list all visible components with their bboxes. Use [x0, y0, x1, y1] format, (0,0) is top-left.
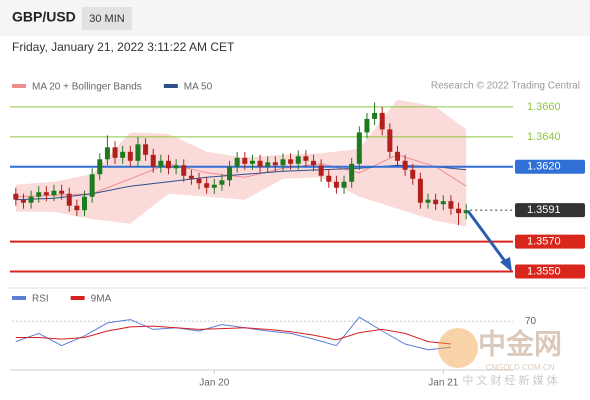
price-label-box — [515, 203, 585, 218]
candle-body — [211, 184, 217, 188]
candle-body — [219, 180, 225, 185]
candle-body — [410, 169, 416, 179]
candle-body — [120, 151, 126, 158]
candle-body — [394, 151, 400, 161]
candle-body — [356, 132, 362, 164]
price-label-box — [515, 264, 585, 279]
price-label: 1.3660 — [527, 101, 561, 113]
candle-body — [112, 147, 118, 158]
candle-body — [249, 160, 255, 164]
candle-body — [440, 201, 446, 205]
candle-body — [311, 160, 317, 166]
candle-body — [379, 112, 385, 130]
candle-body — [280, 159, 286, 166]
projection-arrow — [466, 210, 509, 265]
candle-body — [143, 144, 149, 155]
legend-label: MA 20 + Bollinger Bands — [32, 82, 142, 93]
candle-body — [43, 192, 49, 196]
timeframe: 30 MIN — [89, 13, 125, 25]
symbol: GBP/USD — [12, 9, 76, 25]
candle-body — [97, 159, 103, 175]
candle-body — [36, 192, 42, 197]
candle-body — [257, 160, 263, 167]
candle-body — [165, 160, 171, 169]
candle-body — [417, 178, 423, 203]
line — [15, 325, 451, 345]
candle-body — [59, 190, 65, 194]
candle-body — [265, 162, 271, 167]
candle-body — [326, 175, 332, 182]
legend-swatch — [70, 296, 85, 300]
watermark-logo: 中金网 — [478, 327, 562, 359]
candle-body — [28, 196, 34, 203]
candle-body — [135, 144, 141, 161]
candle-body — [372, 112, 378, 119]
price-label-box — [515, 234, 585, 249]
datetime: Friday, January 21, 2022 3:11:22 AM CET — [12, 40, 235, 54]
price-label: 1.3550 — [527, 265, 561, 277]
candle-body — [433, 199, 439, 205]
candle-body — [196, 178, 202, 184]
candle-body — [364, 118, 370, 133]
candle-body — [127, 151, 133, 161]
watermark-slogan: 中 文 财 经 新 媒 体 — [462, 373, 557, 387]
y-tick-label: 70 — [525, 316, 537, 327]
candle-body — [82, 196, 88, 211]
candle-body — [402, 160, 408, 170]
candle-body — [456, 208, 462, 214]
candle-body — [188, 175, 194, 179]
candle-body — [227, 166, 233, 181]
candle-body — [295, 156, 301, 164]
watermark-icon — [438, 328, 478, 368]
candle-body — [51, 190, 57, 196]
candle-body — [425, 199, 431, 203]
candle-body — [318, 165, 324, 176]
candle-body — [234, 157, 240, 167]
price-label: 1.3591 — [527, 204, 561, 216]
watermark: 中金网 CNGOLD.COM.CN 中 文 财 经 新 媒 体 — [438, 327, 562, 387]
timeframe-box — [82, 7, 132, 30]
candle-body — [20, 199, 26, 203]
candle-body — [242, 157, 248, 164]
legend-label: RSI — [32, 294, 49, 305]
candle-body — [13, 193, 19, 200]
candle-body — [173, 165, 179, 169]
candle-body — [204, 183, 210, 188]
line — [15, 316, 451, 351]
price-label: 1.3620 — [527, 161, 561, 173]
candle-body — [272, 162, 278, 166]
candle-body — [341, 181, 347, 188]
x-tick-label: Jan 21 — [428, 378, 458, 389]
price-label: 1.3570 — [527, 236, 561, 248]
candle-body — [74, 205, 80, 211]
candle-body — [158, 160, 164, 167]
arrow-head — [500, 257, 512, 272]
candle-body — [387, 129, 393, 152]
candle-body — [150, 154, 156, 167]
legend-swatch — [12, 84, 26, 88]
candle-body — [181, 165, 187, 176]
watermark-domain: CNGOLD.COM.CN — [486, 363, 555, 372]
candle-body — [89, 174, 95, 197]
legend-label: MA 50 — [184, 82, 213, 93]
candle-body — [303, 156, 309, 161]
price-label-box — [515, 159, 585, 174]
price-label: 1.3640 — [527, 131, 561, 143]
candle-body — [66, 193, 72, 206]
candle-body — [104, 147, 110, 160]
x-tick-label: Jan 20 — [199, 378, 229, 389]
candle-body — [349, 163, 355, 182]
legend-swatch — [163, 84, 178, 88]
candle-body — [333, 181, 339, 188]
candle-body — [463, 210, 469, 214]
candle-body — [448, 201, 454, 209]
candle-body — [288, 159, 294, 164]
bollinger-band — [15, 99, 467, 227]
legend-swatch — [12, 296, 26, 300]
legend-label: 9MA — [91, 294, 112, 305]
source: Research © 2022 Trading Central — [431, 81, 580, 92]
